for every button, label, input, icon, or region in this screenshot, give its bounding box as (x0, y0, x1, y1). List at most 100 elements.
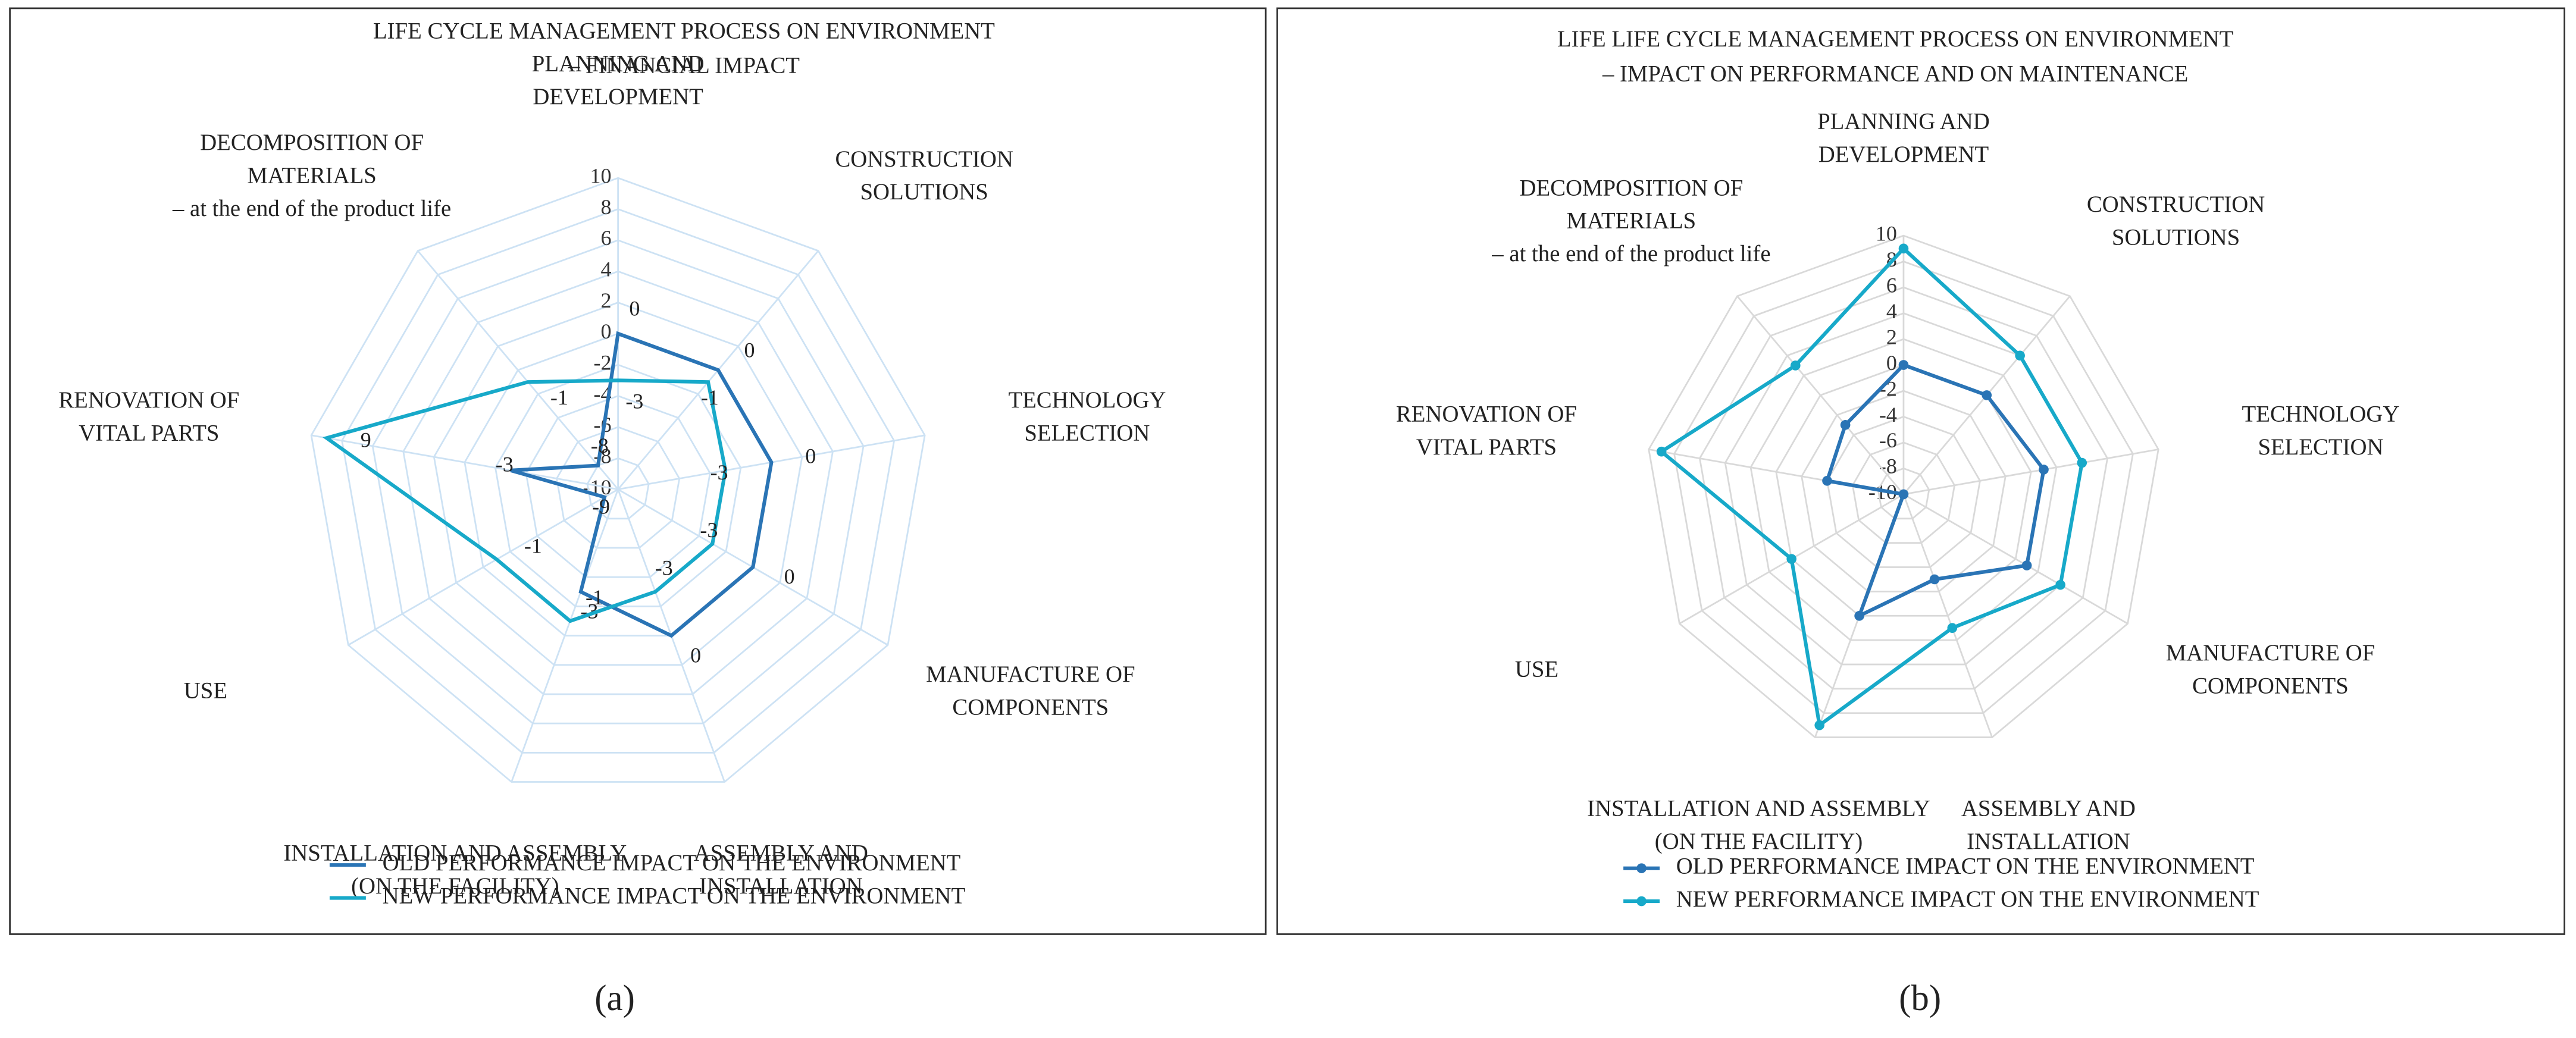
value-label: -1 (586, 585, 603, 609)
point (1929, 574, 1940, 585)
grid-ring (1877, 467, 1930, 520)
spoke (311, 434, 618, 491)
value-label: -9 (592, 494, 610, 518)
axis-label: TECHNOLOGY (1008, 387, 1166, 413)
point (1790, 360, 1801, 371)
grid-ring (1851, 441, 1956, 544)
spoke (348, 488, 619, 646)
axis-label: RENOVATION OF (1396, 402, 1577, 427)
tick-label: 4 (1886, 299, 1897, 323)
grid-ring (586, 457, 650, 520)
axis-label: COMPONENTS (952, 694, 1109, 720)
axis-label: DECOMPOSITION OF (1520, 175, 1744, 200)
grid-ring (1673, 261, 2134, 714)
point (1947, 623, 1958, 634)
axis-label: SELECTION (1024, 420, 1150, 446)
axis-label: DECOMPOSITION OF (200, 130, 424, 155)
value-label: -1 (701, 385, 719, 409)
value-label: 0 (784, 565, 795, 588)
tick-label: 6 (1886, 273, 1897, 297)
spoke (1903, 493, 2129, 625)
point (1656, 446, 1667, 457)
grid-ring (1826, 416, 1981, 568)
axis-label: INSTALLATION (1967, 829, 2130, 854)
panel-frame (9, 7, 1267, 935)
point (2015, 350, 2025, 361)
axis-label: MATERIALS (247, 162, 377, 188)
panel-label: (a) (594, 979, 635, 1018)
value-label: 0 (805, 444, 816, 468)
value-label: 0 (744, 338, 755, 362)
axis-label: – at the end of the product life (172, 196, 451, 221)
spoke (1902, 494, 1993, 738)
axis-label: INSTALLATION AND ASSEMBLY (1587, 796, 1930, 821)
point (2077, 457, 2087, 468)
spoke (417, 250, 619, 490)
value-label: -1 (550, 385, 568, 409)
value-label: -3 (625, 389, 643, 413)
value-label: -3 (496, 452, 514, 476)
chart-title: – FINANCIAL IMPACT (568, 53, 800, 79)
legend-label: OLD PERFORMANCE IMPACT ON THE ENVIRONMEN… (383, 850, 961, 876)
value-label: -3 (710, 460, 728, 484)
value-label: -3 (700, 518, 718, 542)
chart-title: LIFE CYCLE MANAGEMENT PROCESS ON ENVIRON… (373, 18, 995, 43)
axis-label: ASSEMBLY AND (1961, 796, 2136, 821)
axis-label: TECHNOLOGY (2242, 402, 2400, 427)
spoke (511, 489, 619, 783)
axis-label: RENOVATION OF (58, 387, 239, 413)
axis-label: SELECTION (2258, 434, 2383, 460)
grid-ring (1698, 286, 2109, 690)
tick-label: -2 (594, 351, 612, 375)
axis-label: CONSTRUCTION (2087, 192, 2265, 217)
axis-label: (ON THE FACILITY) (1655, 829, 1863, 854)
grid-ring (341, 208, 896, 754)
axis-label: (ON THE FACILITY) (351, 873, 559, 899)
axis-label: VITAL PARTS (79, 420, 219, 446)
axis-label: DEVELOPMENT (533, 84, 703, 109)
value-label: -1 (524, 534, 542, 557)
point (1898, 243, 1909, 254)
tick-label: 10 (1876, 221, 1897, 245)
value-label: 9 (361, 428, 371, 451)
point (1814, 720, 1824, 730)
legend-marker (1636, 863, 1647, 873)
panel-frame (1276, 7, 2565, 935)
panel-label: (b) (1899, 979, 1941, 1018)
point (1854, 610, 1864, 621)
tick-label: -8 (1879, 454, 1897, 478)
legend-marker (1636, 896, 1647, 907)
point (1786, 554, 1796, 564)
grid-ring (1801, 390, 2007, 592)
point (2021, 560, 2032, 570)
chart-title: LIFE LIFE CYCLE MANAGEMENT PROCESS ON EN… (1557, 26, 2234, 52)
axis-label: SOLUTIONS (2112, 224, 2240, 250)
tick-label: -6 (1879, 428, 1897, 452)
point (1898, 360, 1909, 370)
series-line (510, 331, 774, 638)
tick-label: 4 (601, 257, 612, 281)
point (1982, 390, 1992, 400)
point (1822, 475, 1832, 486)
point (1898, 489, 1909, 500)
tick-label: 0 (601, 319, 612, 343)
chart-title: – IMPACT ON PERFORMANCE AND ON MAINTENAN… (1602, 61, 2188, 86)
point (2055, 579, 2065, 590)
axis-label: USE (184, 678, 227, 704)
tick-label: 6 (601, 226, 612, 250)
grid-ring (1775, 364, 2032, 617)
axis-label: COMPONENTS (2192, 673, 2349, 698)
axis-label: CONSTRUCTION (835, 146, 1013, 172)
axis-label: USE (1515, 657, 1558, 682)
grid-ring (525, 395, 711, 578)
axis-label: INSTALLATION (699, 873, 863, 899)
tick-label: 2 (1886, 325, 1897, 349)
tick-label: -4 (1879, 403, 1897, 427)
grid-ring (433, 302, 803, 666)
series-line (322, 378, 728, 623)
tick-label: 10 (590, 164, 612, 187)
legend-label: NEW PERFORMANCE IMPACT ON THE ENVIRONMEN… (383, 883, 966, 908)
value-label: 0 (629, 296, 640, 320)
axis-label: – at the end of the product life (1491, 241, 1770, 266)
